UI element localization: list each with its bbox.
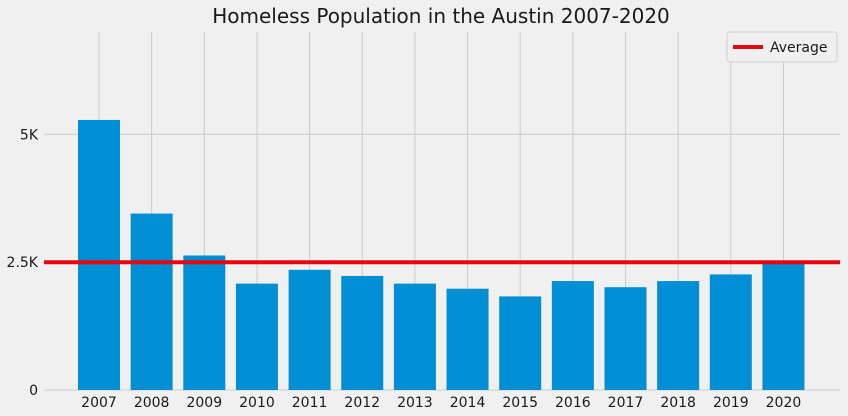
x-tick-label: 2008 bbox=[134, 395, 170, 411]
chart-title: Homeless Population in the Austin 2007-2… bbox=[212, 4, 670, 28]
bar-2020 bbox=[762, 261, 805, 390]
x-tick-label: 2015 bbox=[502, 395, 538, 411]
x-tick-label: 2007 bbox=[81, 395, 117, 411]
bar-2018 bbox=[657, 281, 700, 390]
x-tick-label: 2018 bbox=[660, 395, 696, 411]
legend-label-average: Average bbox=[770, 40, 828, 56]
y-tick-label: 5K bbox=[20, 127, 39, 143]
bar-2019 bbox=[709, 274, 752, 390]
x-tick-label: 2020 bbox=[766, 395, 802, 411]
bar-2009 bbox=[183, 255, 226, 390]
bar-2007 bbox=[78, 119, 120, 391]
x-tick-label: 2016 bbox=[555, 395, 591, 411]
x-axis-ticks: 2007 2008 2009 2010 2011 2012 2013 2014 2015 2016… bbox=[81, 395, 801, 411]
x-tick-label: 2017 bbox=[608, 395, 644, 411]
bar-2011 bbox=[288, 269, 331, 390]
bar-2014 bbox=[446, 288, 489, 390]
bar-2015 bbox=[499, 296, 542, 390]
legend-box bbox=[726, 31, 838, 63]
x-tick-label: 2011 bbox=[292, 395, 328, 411]
y-tick-label: 0 bbox=[29, 383, 38, 399]
bar-2016 bbox=[551, 281, 594, 390]
bars bbox=[78, 119, 805, 391]
x-tick-label: 2019 bbox=[713, 395, 749, 411]
x-tick-label: 2012 bbox=[344, 395, 380, 411]
x-tick-label: 2009 bbox=[186, 395, 222, 411]
bar-2008 bbox=[130, 213, 173, 390]
x-tick-label: 2013 bbox=[397, 395, 433, 411]
bar-2013 bbox=[393, 283, 436, 390]
y-axis-ticks: 0 2.5K 5K bbox=[7, 127, 39, 399]
legend: Average bbox=[726, 31, 838, 63]
y-tick-label: 2.5K bbox=[7, 255, 39, 271]
bar-2017 bbox=[604, 287, 647, 390]
x-tick-label: 2010 bbox=[239, 395, 275, 411]
bar-2010 bbox=[235, 283, 278, 390]
bar-2012 bbox=[341, 275, 384, 390]
x-tick-label: 2014 bbox=[450, 395, 486, 411]
